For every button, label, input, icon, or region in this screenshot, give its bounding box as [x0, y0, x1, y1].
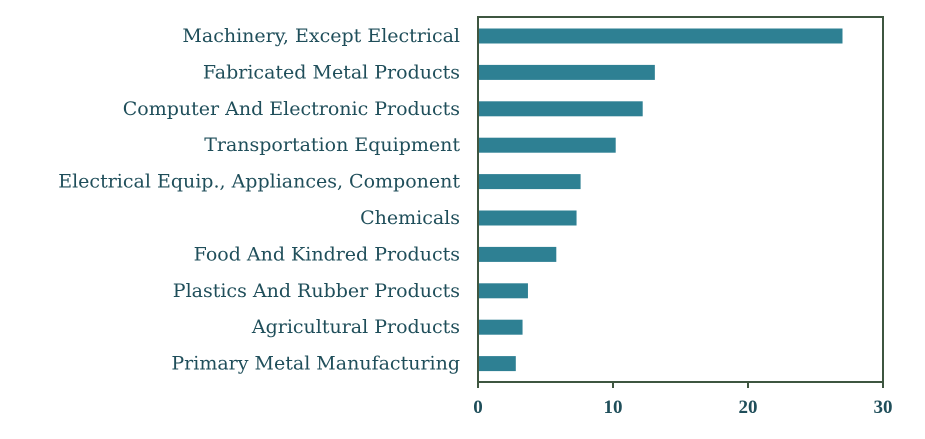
bar	[479, 283, 528, 299]
x-tick-label: 20	[739, 397, 758, 418]
category-label: Chemicals	[360, 207, 460, 229]
x-tick-label: 0	[473, 397, 483, 418]
category-label: Primary Metal Manufacturing	[171, 353, 460, 375]
plot-frame	[477, 16, 884, 383]
x-axis-tick-labels: 0 10 20 30	[473, 397, 892, 418]
bar	[479, 101, 643, 117]
category-label: Plastics And Rubber Products	[173, 280, 460, 302]
category-label: Fabricated Metal Products	[203, 61, 460, 83]
bar	[479, 319, 523, 335]
category-labels: Machinery, Except Electrical Fabricated M…	[58, 25, 460, 375]
category-label: Computer And Electronic Products	[123, 98, 460, 120]
bar	[479, 28, 843, 44]
bar	[479, 137, 616, 153]
category-label: Agricultural Products	[251, 316, 460, 338]
bar	[479, 246, 557, 262]
bars-group	[479, 28, 843, 372]
bar	[479, 356, 516, 372]
category-label: Food And Kindred Products	[194, 243, 460, 265]
bar	[479, 174, 581, 190]
x-axis-ticks	[477, 382, 884, 388]
category-label: Transportation Equipment	[204, 134, 460, 156]
x-tick-label: 30	[874, 397, 893, 418]
bar	[479, 64, 655, 80]
x-tick-label: 10	[604, 397, 623, 418]
category-label: Machinery, Except Electrical	[182, 25, 460, 47]
bar	[479, 210, 577, 226]
category-label: Electrical Equip., Appliances, Component	[58, 171, 460, 193]
